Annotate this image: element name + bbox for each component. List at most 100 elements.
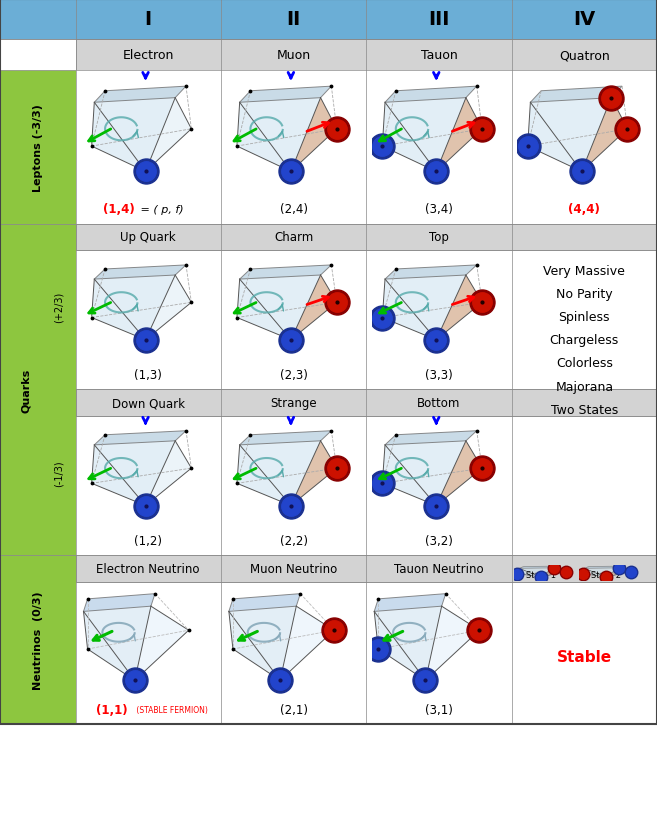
Text: Spinless: Spinless	[558, 310, 610, 324]
Text: Tauon: Tauon	[420, 49, 457, 62]
Text: No Parity: No Parity	[556, 287, 612, 301]
Text: Muon Neutrino: Muon Neutrino	[250, 562, 337, 575]
Bar	[76, 556, 657, 582]
Polygon shape	[382, 441, 466, 506]
Text: Bottom: Bottom	[417, 397, 461, 410]
Polygon shape	[146, 441, 191, 506]
Bar	[76, 40, 657, 71]
Text: (2,4): (2,4)	[280, 203, 307, 216]
Polygon shape	[83, 594, 155, 612]
Polygon shape	[240, 87, 331, 104]
Polygon shape	[584, 566, 623, 569]
Polygon shape	[374, 594, 445, 612]
Text: (-1/3): (-1/3)	[54, 460, 64, 486]
Text: I: I	[145, 11, 152, 29]
Polygon shape	[146, 276, 191, 340]
Text: (1,4): (1,4)	[103, 203, 135, 216]
Polygon shape	[240, 431, 331, 445]
Text: (2,3): (2,3)	[280, 368, 307, 382]
Text: (3,3): (3,3)	[425, 368, 453, 382]
Text: Strange: Strange	[270, 397, 317, 410]
Polygon shape	[95, 431, 186, 445]
Polygon shape	[237, 99, 321, 172]
Polygon shape	[237, 276, 321, 340]
Text: Very Massive: Very Massive	[543, 264, 625, 277]
Polygon shape	[606, 568, 631, 577]
Polygon shape	[240, 266, 331, 280]
Polygon shape	[146, 99, 191, 172]
Polygon shape	[382, 276, 466, 340]
Polygon shape	[528, 99, 611, 172]
Text: (+2/3): (+2/3)	[54, 291, 64, 323]
Polygon shape	[91, 99, 175, 172]
Polygon shape	[237, 441, 321, 506]
Text: Colorless: Colorless	[556, 357, 613, 370]
Text: Tauon Neutrino: Tauon Neutrino	[394, 562, 484, 575]
Bar	[76, 224, 657, 251]
Text: (1,3): (1,3)	[134, 368, 162, 382]
Text: Muon: Muon	[277, 49, 311, 62]
Text: Electron Neutrino: Electron Neutrino	[97, 562, 200, 575]
Text: Chargeless: Chargeless	[550, 334, 619, 347]
Text: III: III	[428, 11, 449, 29]
Bar	[0, 71, 76, 224]
Text: Quatron: Quatron	[559, 49, 610, 62]
Text: (STABLE FERMION): (STABLE FERMION)	[134, 705, 208, 714]
Text: (4,4): (4,4)	[568, 203, 600, 216]
Text: Neutrinos  (0/3): Neutrinos (0/3)	[33, 591, 43, 689]
Text: IV: IV	[573, 11, 595, 29]
Polygon shape	[91, 276, 175, 340]
Text: Top: Top	[429, 231, 449, 244]
Text: Down Quark: Down Quark	[112, 397, 185, 410]
Text: Electron: Electron	[123, 49, 174, 62]
Bar	[0, 224, 76, 556]
Bar	[0, 556, 76, 724]
Text: State 1: State 1	[526, 570, 556, 580]
Bar	[76, 71, 657, 724]
Text: Majorana: Majorana	[555, 380, 614, 393]
Text: State 2: State 2	[591, 570, 621, 580]
Polygon shape	[229, 606, 296, 681]
Polygon shape	[374, 606, 442, 681]
Polygon shape	[436, 276, 482, 340]
Bar	[76, 390, 657, 416]
Polygon shape	[291, 441, 337, 506]
Polygon shape	[95, 266, 186, 280]
Text: (1,1): (1,1)	[97, 703, 128, 716]
Polygon shape	[291, 276, 337, 340]
Polygon shape	[581, 99, 627, 172]
Polygon shape	[436, 99, 482, 172]
Polygon shape	[95, 87, 186, 104]
Text: Leptons (-3/3): Leptons (-3/3)	[33, 104, 43, 192]
Text: = ( p, f): = ( p, f)	[137, 205, 184, 214]
Text: Two States: Two States	[551, 403, 618, 416]
Polygon shape	[291, 99, 337, 172]
Polygon shape	[385, 431, 477, 445]
Polygon shape	[541, 568, 566, 577]
Text: II: II	[286, 11, 301, 29]
Polygon shape	[385, 87, 477, 104]
Text: (3,1): (3,1)	[425, 703, 453, 716]
Polygon shape	[426, 606, 480, 681]
Text: (3,2): (3,2)	[425, 534, 453, 547]
Text: Quarks: Quarks	[22, 368, 32, 412]
Bar	[0, 0, 657, 40]
Polygon shape	[518, 568, 554, 577]
Polygon shape	[83, 606, 151, 681]
Text: Charm: Charm	[274, 231, 313, 244]
Polygon shape	[280, 606, 334, 681]
Polygon shape	[135, 606, 189, 681]
Polygon shape	[583, 568, 619, 577]
Polygon shape	[519, 566, 558, 569]
Text: (1,2): (1,2)	[134, 534, 162, 547]
Polygon shape	[385, 266, 477, 280]
Text: Up Quark: Up Quark	[120, 231, 176, 244]
Polygon shape	[436, 441, 482, 506]
Text: (2,2): (2,2)	[280, 534, 307, 547]
Polygon shape	[530, 87, 622, 104]
Text: (2,1): (2,1)	[280, 703, 307, 716]
Polygon shape	[91, 441, 175, 506]
Polygon shape	[382, 99, 466, 172]
Bar	[0, 0, 657, 724]
Text: (3,4): (3,4)	[425, 203, 453, 216]
